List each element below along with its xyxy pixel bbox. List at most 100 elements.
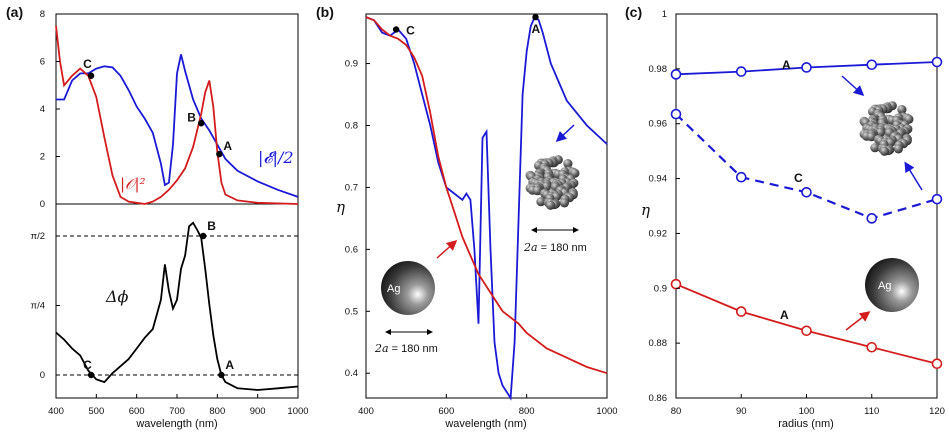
point-marker	[198, 120, 205, 127]
cluster-arrow	[555, 124, 575, 143]
y-tick-label: 0.98	[649, 64, 668, 75]
data-point-marker	[670, 108, 682, 120]
point-marker	[532, 13, 539, 21]
nanoparticle-cluster-icon	[525, 155, 580, 210]
panel-b-ticks: 400 600 800 1000 0.4 0.5 0.6 0.7 0.8 0.9	[345, 59, 618, 417]
x-tick-label: 110	[864, 406, 879, 417]
data-point-marker	[931, 193, 943, 205]
x-tick-label: 700	[169, 406, 185, 417]
panel-a-top-series	[55, 25, 299, 205]
y-tick-label: 8	[40, 9, 45, 20]
silver-sphere-label-c: Ag	[878, 280, 891, 292]
y-tick-label: 6	[40, 57, 45, 68]
point-label: A	[225, 358, 234, 372]
cluster-diameter-prefix: 2a	[523, 241, 538, 254]
y-tick-label: 1	[662, 9, 667, 20]
point-marker	[216, 150, 223, 158]
panel-a-ticks: 400 500 600 700 800 900 1000 0 2 4 6 8 π/2 π/4 0	[31, 9, 309, 417]
data-point-marker	[866, 59, 878, 71]
y-tick-label: π/4	[31, 301, 45, 312]
data-point-marker	[866, 213, 878, 224]
data-point-marker	[931, 358, 943, 370]
panel-c: (c) 80 90 100 110 120 0.86 0.88 0.9 0.92 0.94 0.96…	[625, 4, 945, 430]
panel-a-bottom-series	[55, 221, 299, 391]
data-point-marker	[801, 62, 812, 73]
x-tick-label: 120	[929, 406, 945, 417]
x-tick-label: 1000	[596, 406, 617, 417]
x-tick-label: 100	[799, 406, 815, 417]
panel-c-ticks: 80 90 100 110 120 0.86 0.88 0.9 0.92 0.94 0.96 0.98…	[649, 9, 945, 417]
panel-b-frame	[365, 13, 608, 399]
point-label: A	[223, 139, 232, 153]
data-point-marker	[801, 186, 812, 198]
point-label: C	[83, 358, 92, 372]
panel-a-top-frame	[55, 13, 299, 205]
legend-O-label: |𝒪|²	[120, 175, 146, 193]
x-tick-label: 900	[250, 406, 266, 417]
panel-a-points: C B A C B A	[83, 57, 234, 379]
silver-sphere-label: Ag	[387, 283, 400, 295]
point-marker	[218, 371, 225, 379]
data-point-marker	[801, 325, 812, 337]
x-tick-label: 400	[48, 406, 64, 417]
legend-E-label: |𝓔|/2	[258, 148, 294, 167]
panel-b-xlabel: wavelength (nm)	[444, 418, 526, 430]
panel-c-xlabel: radius (nm)	[778, 418, 834, 430]
delta-phi-label: Δϕ	[105, 287, 129, 306]
panel-c-label: (c)	[625, 4, 642, 20]
data-point-marker	[931, 56, 943, 68]
series-delta-phi	[55, 221, 299, 391]
cluster-bead	[879, 146, 890, 156]
x-tick-label: 600	[129, 406, 145, 417]
panel-b-ylabel: η	[336, 198, 345, 216]
x-tick-label: 400	[358, 406, 374, 417]
y-tick-label: 0.96	[649, 119, 668, 130]
panel-a: (a) 400 500 600 700 800 900 1000 0 2 4 6 8 π/2 π/4 0 C…	[6, 4, 309, 430]
data-point-marker	[735, 66, 747, 77]
y-tick-label: 0.94	[649, 174, 668, 185]
nanoparticle-cluster-icon-c	[859, 101, 914, 156]
panel-b-label: (b)	[316, 4, 334, 20]
y-tick-label: 0.8	[345, 120, 358, 131]
y-tick-label: 0.9	[345, 59, 358, 70]
point-marker	[87, 371, 95, 379]
sphere-arrow-c	[845, 311, 871, 331]
y-tick-label: 0.92	[649, 228, 668, 239]
panel-a-xlabel: wavelength (nm)	[135, 418, 217, 430]
y-tick-label: 0.86	[649, 393, 668, 404]
cluster-diameter-label: 2a = 180 nm	[523, 241, 587, 254]
cluster-bead	[559, 198, 570, 208]
data-point-marker	[670, 278, 682, 290]
y-tick-label: 0	[40, 370, 45, 381]
cluster-bead	[541, 181, 552, 192]
cluster-bead	[536, 197, 546, 207]
x-tick-label: 800	[519, 406, 535, 417]
series-label-cluster-C: C	[794, 171, 803, 185]
cluster-bead	[532, 186, 543, 196]
panel-c-ylabel: η	[641, 201, 650, 219]
series-label-sphere-A: A	[780, 308, 789, 322]
cluster-diameter-text: = 180 nm	[538, 242, 587, 254]
x-tick-label: 80	[671, 406, 682, 417]
series-E2	[56, 54, 299, 198]
silver-sphere-icon	[381, 261, 435, 315]
point-marker	[87, 72, 95, 79]
point-label: A	[532, 22, 541, 36]
y-tick-label: 0.6	[345, 244, 358, 255]
y-tick-label: 4	[40, 104, 45, 115]
point-label: B	[187, 110, 196, 124]
y-tick-label: 0	[40, 199, 45, 210]
point-marker	[392, 26, 400, 33]
y-tick-label: 0.4	[345, 368, 358, 379]
cluster-bead	[893, 144, 904, 154]
y-tick-label: 0.7	[345, 182, 358, 193]
cluster-bead	[866, 132, 877, 142]
cluster-bead	[870, 143, 880, 153]
cluster-bead	[563, 159, 573, 169]
sphere-diameter-prefix: 2a	[374, 342, 389, 355]
x-tick-label: 600	[438, 406, 454, 417]
x-tick-label: 800	[209, 406, 225, 417]
